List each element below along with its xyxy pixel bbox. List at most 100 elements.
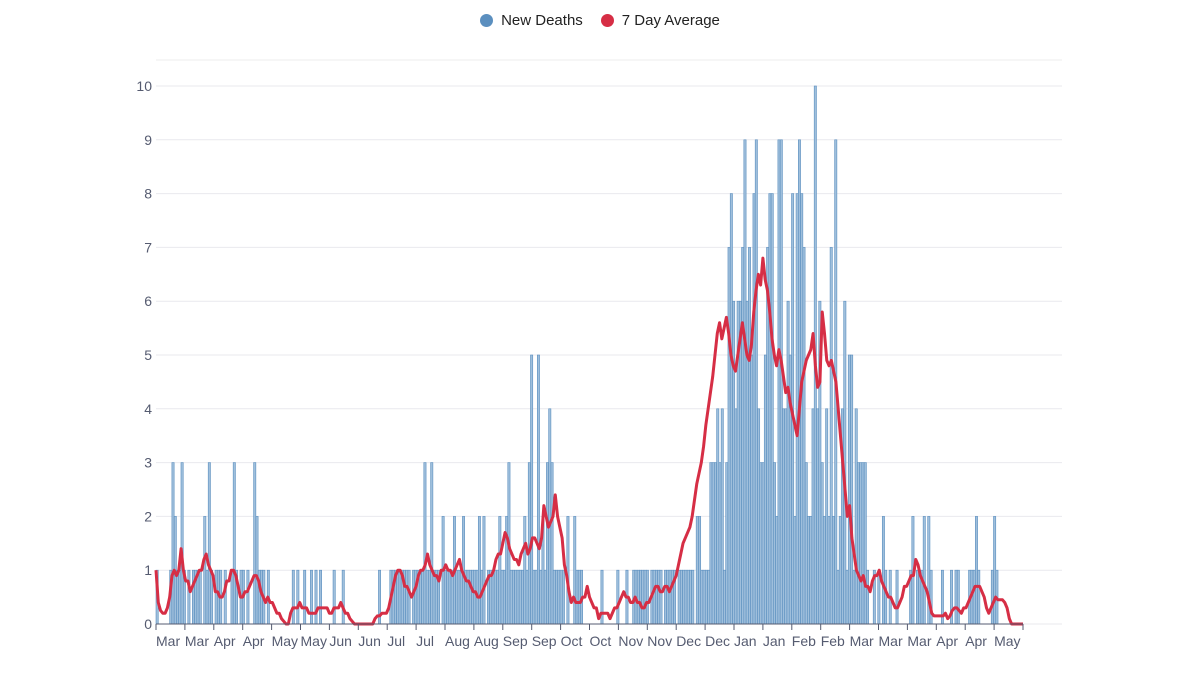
bar-new-deaths [187, 569, 191, 625]
bar-new-deaths [548, 408, 552, 625]
legend-item-new-deaths[interactable]: New Deaths [480, 12, 583, 29]
bar-new-deaths [232, 462, 236, 625]
bar-new-deaths [750, 354, 754, 625]
bar-new-deaths [729, 193, 733, 625]
bar-new-deaths [652, 569, 656, 625]
bar-new-deaths [929, 569, 933, 625]
bar-new-deaths [255, 516, 259, 625]
bar-new-deaths [418, 569, 422, 625]
y-tick-label: 0 [144, 616, 152, 632]
bar-new-deaths [423, 462, 427, 625]
bar-new-deaths [829, 247, 833, 625]
bar-new-deaths [432, 569, 436, 625]
x-tick-label: Nov [647, 633, 672, 649]
x-tick-label: Mar [907, 633, 931, 649]
bar-new-deaths [827, 516, 831, 625]
bar-new-deaths [530, 354, 534, 625]
bar-new-deaths [291, 569, 295, 625]
line-layer [154, 256, 1023, 626]
bar-new-deaths [838, 516, 842, 625]
x-tick-label: Jan [763, 633, 786, 649]
bar-new-deaths [709, 462, 713, 625]
y-tick-label: 7 [144, 239, 152, 255]
bar-new-deaths [714, 462, 717, 625]
bar-new-deaths [180, 462, 184, 625]
bar-new-deaths [784, 408, 788, 625]
bar-new-deaths [205, 569, 209, 625]
bar-new-deaths [852, 569, 856, 625]
x-tick-label: Apr [243, 633, 265, 649]
bar-new-deaths [711, 462, 715, 625]
bar-new-deaths [443, 569, 447, 625]
y-tick-label: 3 [144, 455, 152, 471]
bar-new-deaths [704, 569, 708, 625]
x-tick-label: May [301, 633, 327, 649]
x-tick-label: Feb [821, 633, 845, 649]
bar-new-deaths [496, 569, 500, 625]
bar-new-deaths [516, 569, 520, 625]
bar-new-deaths [670, 569, 674, 625]
bar-new-deaths [754, 139, 758, 625]
bar-new-deaths [975, 516, 978, 625]
bar-new-deaths [686, 569, 690, 625]
x-tick-label: Aug [474, 633, 499, 649]
bar-new-deaths [655, 569, 658, 625]
bar-new-deaths [573, 516, 577, 625]
bar-new-deaths [845, 569, 849, 625]
bar-new-deaths [854, 408, 858, 625]
bar-new-deaths [425, 569, 429, 625]
bar-new-deaths [895, 569, 899, 625]
bar-new-deaths [641, 569, 645, 625]
bar-new-deaths [559, 569, 563, 625]
bar-new-deaths [230, 569, 234, 625]
bar-new-deaths [718, 462, 722, 625]
x-tick-label: Oct [561, 633, 583, 649]
bar-new-deaths [691, 569, 695, 625]
x-tick-label: Apr [936, 633, 958, 649]
bar-new-deaths [679, 569, 683, 625]
bar-new-deaths [734, 408, 738, 625]
bar-new-deaths [861, 462, 865, 625]
bar-new-deaths [566, 516, 570, 625]
bar-new-deaths [698, 516, 702, 625]
bar-new-deaths [748, 247, 751, 625]
bar-new-deaths [809, 516, 813, 625]
y-tick-label: 1 [144, 562, 152, 578]
bar-new-deaths [881, 516, 885, 625]
bar-new-deaths [972, 569, 976, 625]
bar-new-deaths [643, 569, 647, 625]
x-tick-label: Apr [214, 633, 236, 649]
bar-new-deaths [198, 569, 202, 625]
bar-new-deaths [657, 569, 661, 625]
legend-item-7-day-average[interactable]: 7 Day Average [600, 12, 720, 29]
bar-new-deaths [707, 569, 711, 625]
bar-new-deaths [518, 569, 522, 625]
x-tick-label: Sep [532, 633, 557, 649]
x-tick-label: May [994, 633, 1020, 649]
line-7-day-average [154, 256, 1023, 626]
bar-new-deaths [689, 569, 692, 625]
bar-new-deaths [428, 569, 431, 625]
bar-new-deaths [473, 569, 477, 625]
bar-new-deaths [761, 462, 765, 625]
bar-new-deaths [253, 462, 257, 625]
bar-new-deaths [977, 569, 981, 625]
y-tick-label: 2 [144, 508, 152, 524]
bar-new-deaths [303, 569, 307, 625]
x-tick-label: Nov [618, 633, 643, 649]
bar-new-deaths [550, 462, 554, 625]
bar-new-deaths [954, 569, 958, 625]
bar-new-deaths [836, 569, 840, 625]
bar-new-deaths [702, 569, 706, 625]
bar-new-deaths [659, 569, 663, 625]
bar-new-deaths [993, 516, 997, 625]
x-tick-label: Mar [156, 633, 180, 649]
bar-new-deaths [770, 193, 774, 625]
bar-new-deaths [521, 569, 524, 625]
bar-new-deaths [493, 569, 497, 625]
bar-new-deaths [546, 462, 549, 625]
bar-new-deaths [743, 139, 747, 625]
x-tick-label: Mar [850, 633, 874, 649]
bar-new-deaths [314, 569, 318, 625]
